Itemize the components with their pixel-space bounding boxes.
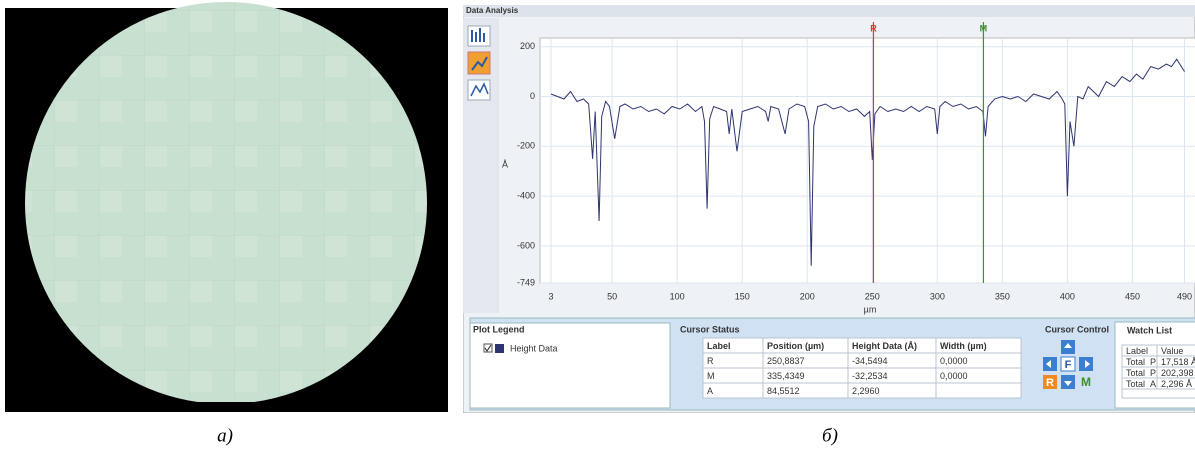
cursor-label: R — [870, 23, 877, 33]
icon — [471, 28, 485, 42]
table-cell-text: A — [707, 386, 713, 396]
panel-title: Cursor Status — [680, 324, 740, 334]
check — [484, 344, 492, 352]
window-title: Data Analysis — [466, 6, 519, 15]
table-cell-text: 17,518 Å — [1161, 357, 1195, 367]
icon — [1064, 343, 1072, 348]
x-axis-label: µm — [864, 304, 877, 314]
x-tick-label: 200 — [800, 291, 815, 301]
table-cell-text: Value — [1161, 346, 1183, 356]
y-tick-label: 0 — [530, 91, 535, 101]
table-cell — [1121, 388, 1195, 399]
y-tick-label: -749 — [517, 277, 535, 287]
y-tick-label: -600 — [517, 240, 535, 250]
screenshot: Data Analysis Å µm Plot Legend Height Da… — [463, 5, 1195, 413]
icon — [1064, 381, 1072, 386]
column-header: Height Data (Å) — [852, 341, 917, 351]
column-header: Width (µm) — [940, 341, 987, 351]
plot-area — [539, 37, 1195, 284]
column-header: Position (µm) — [767, 341, 824, 351]
x-tick-label: 3 — [548, 291, 553, 301]
x-tick-label: 50 — [607, 291, 617, 301]
x-tick-label: 150 — [735, 291, 750, 301]
table-cell — [935, 382, 1022, 399]
legend-box — [469, 322, 671, 409]
legend-swatch — [495, 344, 504, 353]
legend-label: Height Data — [510, 343, 558, 353]
table-cell-text: R — [707, 356, 714, 366]
panel-title: Plot Legend — [473, 324, 525, 334]
wafer — [25, 2, 427, 402]
data-line — [550, 58, 1185, 266]
table-cell-text: 0,0000 — [940, 356, 968, 366]
table-cell-text: 2,2960 — [852, 386, 880, 396]
table-cell-text: Total_ASH — [1126, 379, 1169, 389]
table-cell-text: -32,2534 — [852, 371, 888, 381]
button-f[interactable] — [1060, 356, 1076, 372]
table-cell-text: 202,398 Å — [1161, 368, 1195, 378]
x-tick-label: 490 — [1177, 291, 1192, 301]
table-cell-text: Total_Pz — [1126, 368, 1161, 378]
icon — [470, 82, 489, 97]
table-cell-text: 0,0000 — [940, 371, 968, 381]
column-header: Label — [707, 341, 731, 351]
button-r[interactable] — [1043, 375, 1057, 389]
panel-title: Watch List — [1127, 325, 1172, 335]
caption: а) — [217, 425, 233, 446]
icon — [471, 56, 488, 71]
y-axis-label: Å — [502, 159, 508, 169]
title-bar — [463, 5, 1195, 17]
y-tick-label: 200 — [520, 41, 535, 51]
icon — [1085, 360, 1090, 368]
panel-title: Cursor Control — [1045, 324, 1109, 334]
table-cell-text: 84,5512 — [767, 386, 800, 396]
x-tick-label: 250 — [865, 291, 880, 301]
x-tick-label: 300 — [930, 291, 945, 301]
x-tick-label: 350 — [995, 291, 1010, 301]
cursor-label: M — [980, 23, 988, 33]
button-label: R — [1046, 377, 1054, 389]
table-cell-text: Total_Pa — [1126, 357, 1161, 367]
x-tick-label: 100 — [670, 291, 685, 301]
y-tick-label: -200 — [517, 141, 535, 151]
table-cell-text: M — [707, 371, 715, 381]
table-cell-text: 2,296 Å — [1161, 379, 1192, 389]
caption: б) — [822, 425, 838, 446]
icon — [1046, 360, 1051, 368]
x-tick-label: 400 — [1060, 291, 1075, 301]
table-cell-text: 250,8837 — [767, 356, 805, 366]
y-tick-label: -400 — [517, 190, 535, 200]
x-tick-label: 450 — [1125, 291, 1140, 301]
table-cell-text: 335,4349 — [767, 371, 805, 381]
button-label: F — [1065, 359, 1072, 371]
checkbox[interactable] — [483, 343, 493, 353]
table-cell-text: -34,5494 — [852, 356, 888, 366]
button-label: M — [1081, 375, 1091, 389]
table-cell-text: Label — [1126, 346, 1148, 356]
